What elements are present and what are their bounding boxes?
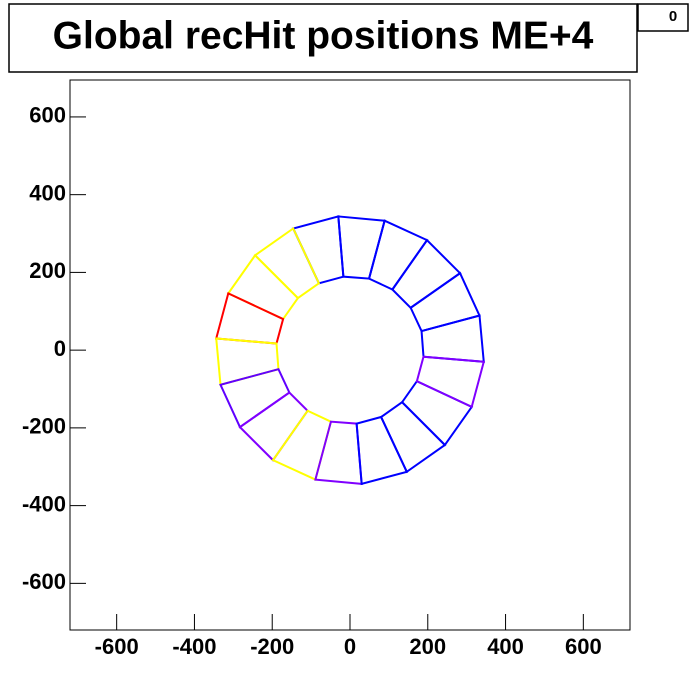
chamber-outline — [415, 355, 486, 409]
x-tick-label: -600 — [95, 634, 139, 659]
y-tick-label: -400 — [22, 491, 66, 516]
x-tick-label: 600 — [565, 634, 602, 659]
chart-title: Global recHit positions ME+4 — [53, 14, 594, 57]
y-tick-label: -200 — [22, 414, 66, 439]
plot-area: -600 -400 -200 0 200 400 600 -600 -400 -200 0 200 40… — [22, 103, 602, 659]
stats-text: 0 — [669, 8, 677, 25]
y-tick-label: 200 — [29, 258, 66, 283]
x-tick-label: -400 — [172, 634, 216, 659]
title-box — [8, 3, 638, 73]
x-tick-label: 0 — [344, 634, 356, 659]
stats-box — [637, 3, 689, 32]
y-tick-label: 400 — [29, 180, 66, 205]
x-tick-label: 400 — [487, 634, 524, 659]
x-tick-label: 200 — [409, 634, 446, 659]
y-tick-label: -600 — [22, 569, 66, 594]
y-tick-label: 600 — [29, 103, 66, 128]
x-tick-label: -200 — [250, 634, 294, 659]
y-tick-label: 0 — [54, 336, 66, 361]
